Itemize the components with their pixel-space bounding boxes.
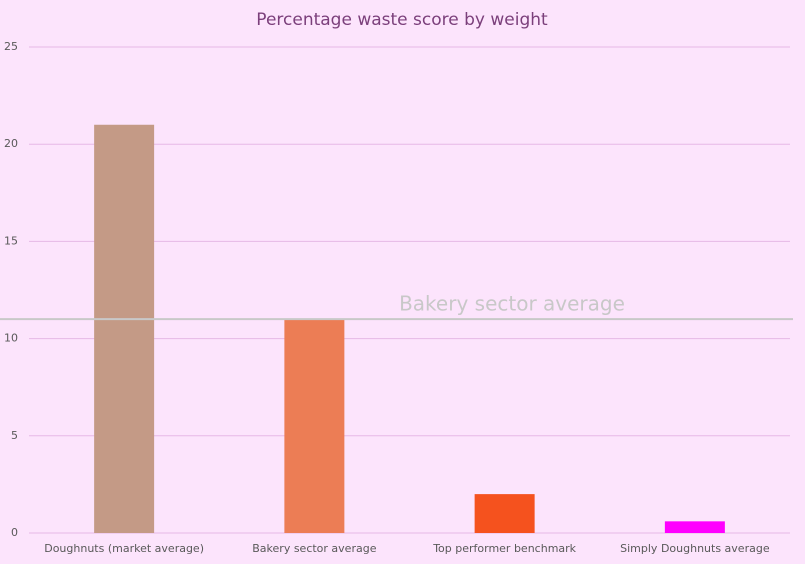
bar	[94, 124, 155, 533]
y-tick-label: 15	[4, 234, 18, 247]
y-tick-label: 20	[4, 137, 18, 150]
y-tick-label: 25	[4, 40, 18, 53]
reference-label: Bakery sector average	[399, 292, 625, 316]
x-tick-label: Top performer benchmark	[432, 542, 576, 555]
chart-title: Percentage waste score by weight	[256, 10, 548, 30]
x-tick-label: Bakery sector average	[252, 542, 376, 555]
bar	[664, 521, 725, 533]
x-tick-label: Simply Doughnuts average	[620, 542, 770, 555]
bar	[284, 319, 345, 533]
x-tick-label: Doughnuts (market average)	[44, 542, 204, 555]
y-tick-label: 0	[11, 526, 18, 539]
y-tick-label: 5	[11, 429, 18, 442]
bar	[474, 494, 535, 533]
y-tick-label: 10	[4, 332, 18, 345]
